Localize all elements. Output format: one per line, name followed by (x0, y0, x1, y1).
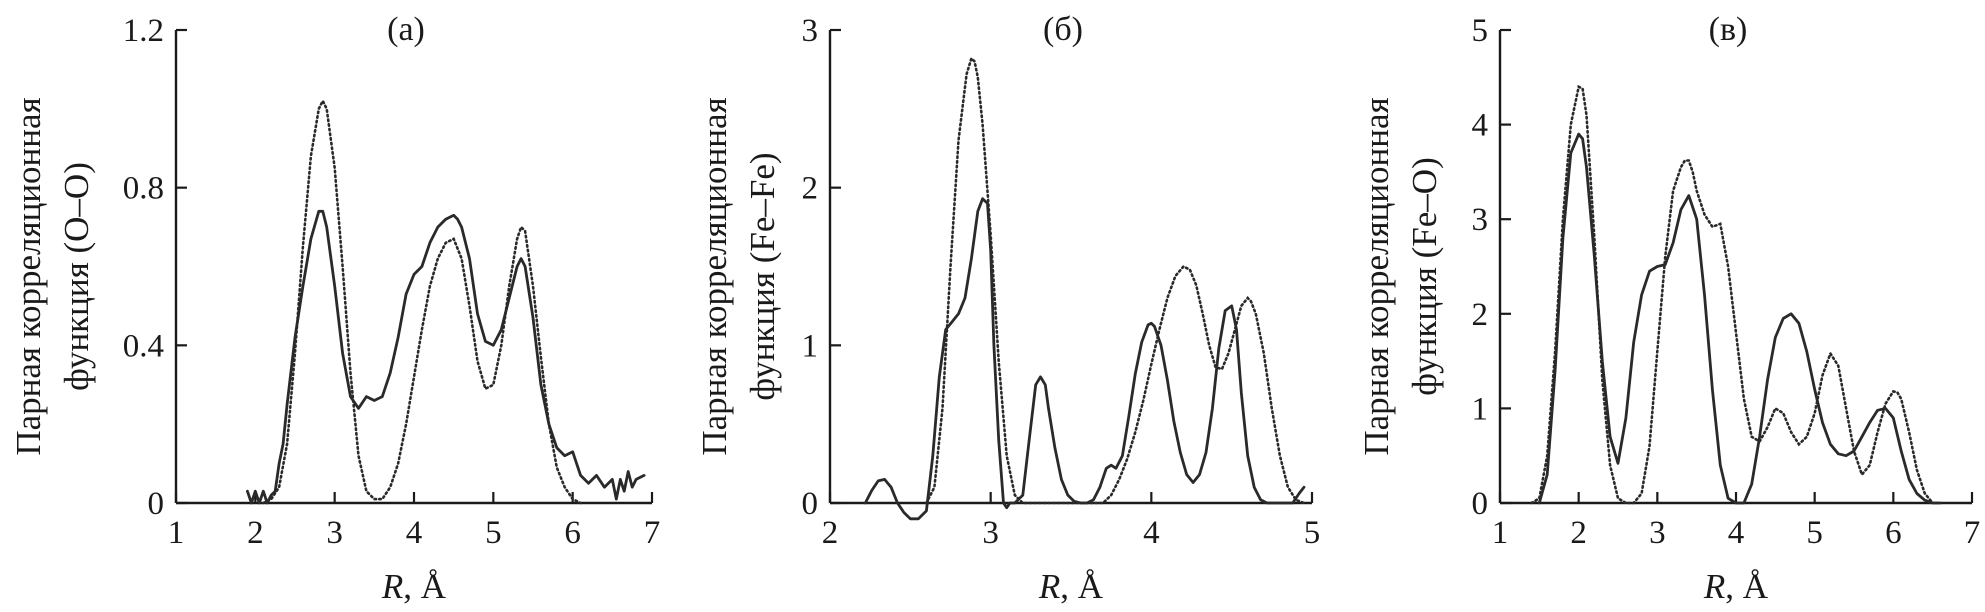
y-axis-title: функция (O–O) (57, 162, 96, 391)
y-tick-label: 1.2 (123, 13, 164, 49)
x-tick-label: 1 (168, 515, 185, 551)
x-tick-label: 5 (1304, 515, 1321, 551)
x-tick-label: 2 (247, 515, 264, 551)
x-tick-label: 1 (1492, 515, 1509, 551)
x-tick-label: 6 (564, 515, 581, 551)
x-tick-label: 6 (1885, 515, 1902, 551)
x-axis-variable: R (1038, 567, 1060, 606)
y-tick-label: 1 (802, 328, 819, 364)
x-tick-label: 7 (1964, 515, 1981, 551)
y-tick-label: 4 (1472, 108, 1489, 144)
series-line-dotted (262, 97, 582, 505)
y-tick-label: 3 (802, 13, 819, 49)
y-tick-label: 5 (1472, 13, 1489, 49)
series-line-dotted (925, 55, 1306, 505)
x-tick-label: 4 (1728, 515, 1745, 551)
y-axis-title: функция (Fe–Fe) (743, 152, 782, 400)
x-axis-title: R, Å (381, 567, 447, 606)
x-tick-label: 7 (644, 515, 661, 551)
panel-title: (б) (1043, 11, 1083, 48)
y-tick-label: 0 (802, 486, 819, 522)
panel-title: (а) (387, 11, 425, 48)
x-tick-label: 3 (1649, 515, 1666, 551)
y-tick-label: 2 (1472, 297, 1489, 333)
x-axis-unit: , Å (1725, 567, 1769, 606)
x-axis-title: R, Å (1038, 567, 1104, 606)
series-line-solid (246, 209, 646, 505)
chart-panel-1: 0 0.4 0.8 1.2 1 2 3 4 5 6 7 (а) R, Å Парная корреляци… (9, 11, 660, 606)
x-tick-label: 2 (1570, 515, 1587, 551)
y-tick-label: 3 (1472, 202, 1489, 238)
series-line-dotted (1530, 84, 1934, 505)
x-axis-variable: R (1703, 567, 1725, 606)
panel-title: (в) (1709, 11, 1748, 48)
y-axis-title: функция (Fe–O) (1405, 157, 1444, 395)
x-tick-label: 5 (485, 515, 502, 551)
y-axis-title: Парная корреляционная (695, 97, 734, 455)
series-line-solid (1537, 132, 1942, 505)
x-axis-title: R, Å (1703, 567, 1769, 606)
x-tick-label: 4 (406, 515, 423, 551)
y-tick-label: 2 (802, 171, 819, 207)
x-tick-label: 3 (326, 515, 343, 551)
x-tick-label: 4 (1143, 515, 1160, 551)
x-tick-label: 3 (982, 515, 999, 551)
y-tick-label: 0 (148, 486, 165, 522)
x-axis-unit: , Å (1060, 567, 1104, 606)
y-axis-title: Парная корреляционная (9, 97, 48, 455)
x-axis-variable: R (381, 567, 403, 606)
y-tick-label: 0.8 (123, 171, 164, 207)
x-tick-label: 5 (1806, 515, 1823, 551)
y-tick-label: 1 (1472, 391, 1489, 427)
chart-panel-2: 0 1 2 3 2 3 4 5 (б) R, Å Парная корреляционная функ… (695, 11, 1320, 606)
x-axis-unit: , Å (403, 567, 447, 606)
y-tick-label: 0.4 (123, 328, 164, 364)
x-tick-label: 2 (822, 515, 839, 551)
series-line-solid (863, 197, 1306, 521)
y-axis-title: Парная корреляционная (1357, 97, 1396, 455)
y-tick-label: 0 (1472, 486, 1489, 522)
